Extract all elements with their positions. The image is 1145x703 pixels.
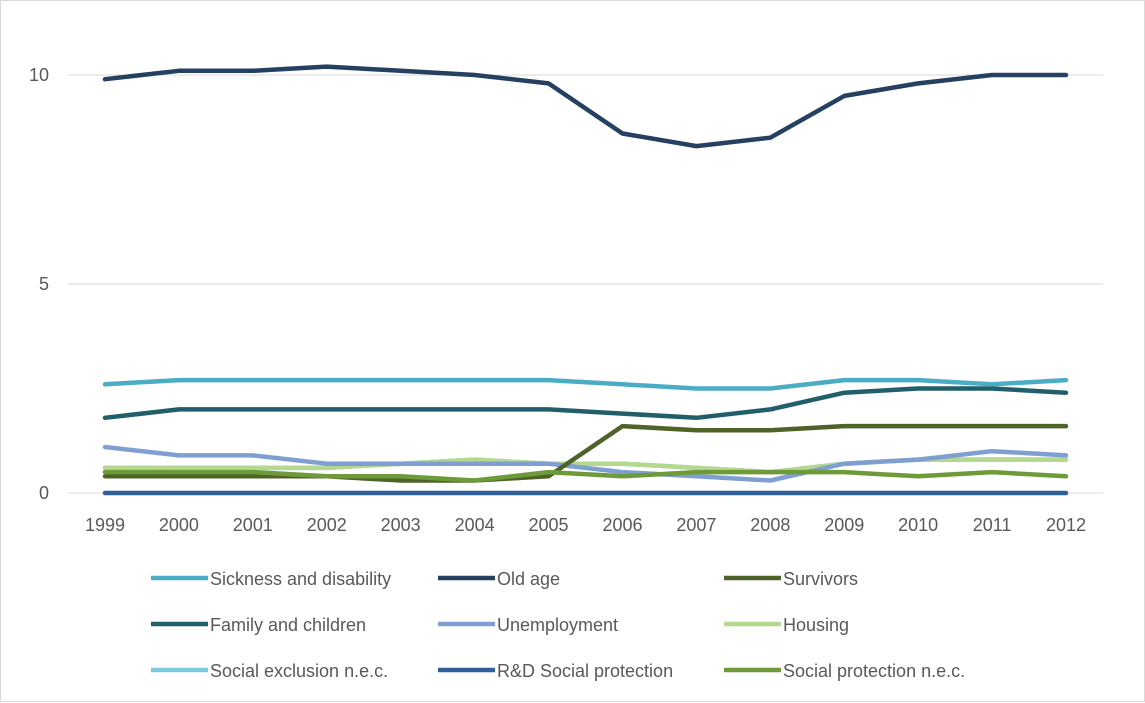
series-line-unemployment [102, 444, 1069, 483]
series-line-family-and-children [102, 386, 1069, 421]
legend-item: Housing [724, 615, 849, 635]
legend-item: Survivors [724, 569, 858, 589]
series-line-sickness-and-disability [102, 377, 1069, 391]
legend-item: Social exclusion n.e.c. [151, 661, 388, 681]
x-tick-label: 1999 [85, 515, 125, 535]
y-tick-label: 5 [39, 274, 49, 294]
x-tick-label: 2010 [898, 515, 938, 535]
legend-item: Old age [438, 569, 560, 589]
x-tick-label: 2000 [159, 515, 199, 535]
legend-label: Unemployment [497, 615, 618, 635]
series-line-social-protection-n-e-c- [102, 469, 1069, 483]
x-axis-tick-labels: 1999 2000 2001 2002 2003 2004 2005 2006 2007 2008… [85, 515, 1086, 535]
legend-label: Old age [497, 569, 560, 589]
x-tick-label: 2006 [602, 515, 642, 535]
legend-label: Survivors [783, 569, 858, 589]
x-tick-label: 2009 [824, 515, 864, 535]
x-tick-label: 2011 [973, 515, 1012, 535]
series-lines [102, 64, 1069, 496]
y-tick-label: 10 [29, 65, 49, 85]
series-line-survivors [102, 423, 1069, 483]
x-tick-label: 2002 [307, 515, 347, 535]
y-axis-tick-labels: 0 5 10 [29, 65, 49, 503]
legend-label: Housing [783, 615, 849, 635]
legend-item: R&D Social protection [438, 661, 673, 681]
legend-label: Social protection n.e.c. [783, 661, 965, 681]
legend: Sickness and disability Old age Survivors F… [151, 569, 965, 681]
legend-item: Unemployment [438, 615, 618, 635]
legend-item: Family and children [151, 615, 366, 635]
legend-label: R&D Social protection [497, 661, 673, 681]
legend-label: Sickness and disability [210, 569, 391, 589]
x-tick-label: 2001 [233, 515, 273, 535]
legend-label: Family and children [210, 615, 366, 635]
x-tick-label: 2004 [455, 515, 495, 535]
legend-label: Social exclusion n.e.c. [210, 661, 388, 681]
x-tick-label: 2007 [676, 515, 716, 535]
gridlines [68, 74, 1103, 285]
series-line-old-age [102, 64, 1069, 149]
x-tick-label: 2005 [529, 515, 569, 535]
x-tick-label: 2012 [1046, 515, 1086, 535]
x-tick-label: 2008 [750, 515, 790, 535]
legend-item: Sickness and disability [151, 569, 391, 589]
y-tick-label: 0 [39, 483, 49, 503]
x-tick-label: 2003 [381, 515, 421, 535]
legend-item: Social protection n.e.c. [724, 661, 965, 681]
